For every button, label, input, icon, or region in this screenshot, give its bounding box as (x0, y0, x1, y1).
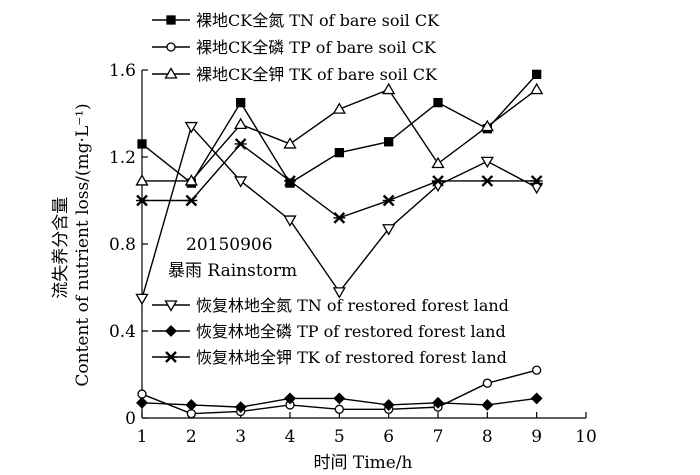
legend-marker-3 (164, 300, 178, 312)
x-tick-label-3: 3 (235, 427, 246, 447)
legend-label-5: 恢复林地全钾 TK of restored forest land (196, 348, 507, 367)
legend-top: 裸地CK全氮 TN of bare soil CK 裸地CK全磷 TP of ba… (152, 11, 440, 84)
x-tick-label-4: 4 (285, 427, 296, 447)
series-0 (137, 69, 542, 188)
point-3-8 (530, 182, 544, 195)
point-2-6 (431, 156, 445, 169)
series-layer (135, 69, 544, 419)
annotation-date: 20150906 (186, 235, 273, 255)
point-3-4 (332, 287, 346, 299)
y-axis-title-en: Content of nutrient loss/(mg·L⁻¹) (73, 103, 93, 386)
point-3-2 (234, 176, 248, 188)
x-tick-label-7: 7 (433, 427, 444, 447)
legend-marker-5 (165, 351, 177, 363)
x-tick-label-10: 10 (575, 427, 597, 447)
point-5-4 (333, 212, 346, 224)
point-2-8 (530, 82, 544, 95)
legend-label-3: 恢复林地全氮 TN of restored forest land (196, 296, 509, 315)
x-tick-label-1: 1 (137, 427, 148, 447)
legend-label-2: 裸地CK全钾 TK of bare soil CK (196, 65, 438, 84)
legend-bottom: 恢复林地全氮 TN of restored forest land 恢复林地全磷 … (152, 296, 509, 367)
point-4-8 (530, 392, 543, 405)
series-4 (136, 392, 543, 414)
point-0-6 (433, 97, 443, 108)
point-5-6 (432, 175, 444, 187)
legend-marker-0 (166, 15, 176, 25)
x-tick-label-8: 8 (482, 427, 493, 447)
legend-item-2: 裸地CK全钾 TK of bare soil CK (152, 65, 438, 84)
legend-item-5: 恢复林地全钾 TK of restored forest land (152, 348, 507, 367)
legend-marker-2 (164, 67, 178, 79)
point-3-1 (184, 121, 198, 134)
point-2-5 (382, 82, 396, 95)
annotation-event: 暴雨 Rainstorm (168, 261, 297, 281)
y-tick-label-1.2: 1.2 (109, 148, 136, 168)
point-0-5 (384, 137, 394, 147)
point-4-7 (481, 399, 494, 411)
y-tick-label-0.8: 0.8 (109, 235, 136, 255)
legend-label-4: 恢复林地全磷 TP of restored forest land (196, 322, 506, 341)
series-2 (135, 82, 544, 186)
legend-item-4: 恢复林地全磷 TP of restored forest land (152, 322, 506, 341)
series-1 (137, 365, 542, 419)
point-5-0 (136, 194, 148, 207)
point-0-0 (137, 139, 147, 149)
point-4-1 (185, 399, 198, 411)
x-axis-title: 时间 Time/h (313, 453, 412, 473)
legend-item-1: 裸地CK全磷 TP of bare soil CK (152, 38, 437, 57)
point-2-7 (480, 119, 494, 132)
point-4-2 (234, 401, 247, 414)
y-tick-label-0: 0 (125, 409, 136, 429)
point-3-3 (283, 215, 297, 227)
y-axis-title-cn: 流失养分含量 (51, 197, 71, 299)
point-4-0 (136, 396, 148, 409)
legend-label-0: 裸地CK全氮 TN of bare soil CK (196, 11, 440, 30)
point-5-2 (234, 138, 247, 150)
legend-item-3: 恢复林地全氮 TN of restored forest land (152, 296, 509, 315)
point-0-8 (532, 69, 542, 79)
x-tick-label-9: 9 (531, 427, 542, 447)
point-2-4 (332, 102, 346, 114)
legend-marker-1 (166, 42, 176, 52)
point-0-2 (236, 97, 246, 108)
point-3-0 (135, 293, 149, 306)
x-tick-label-6: 6 (383, 427, 394, 447)
point-4-4 (333, 392, 346, 405)
series-5 (136, 138, 543, 224)
legend-marker-4 (165, 325, 177, 337)
y-tick-label-0.4: 0.4 (109, 322, 136, 342)
point-5-3 (284, 175, 296, 187)
legend-item-0: 裸地CK全氮 TN of bare soil CK (152, 11, 440, 30)
point-2-3 (283, 137, 297, 149)
point-3-7 (480, 156, 494, 169)
point-1-4 (334, 404, 344, 414)
point-2-0 (135, 174, 149, 186)
point-5-1 (185, 194, 198, 207)
point-4-5 (382, 399, 395, 411)
axes: 1 2 3 4 5 6 7 8 9 10 0 0.4 0.8 1.2 1.6 (109, 61, 597, 447)
point-5-7 (481, 175, 494, 187)
point-2-2 (234, 117, 248, 130)
legend-label-1: 裸地CK全磷 TP of bare soil CK (196, 38, 437, 57)
y-tick-label-1.6: 1.6 (109, 61, 136, 81)
point-2-1 (184, 174, 198, 186)
x-tick-label-2: 2 (186, 427, 197, 447)
point-4-6 (432, 396, 444, 409)
point-5-5 (382, 194, 395, 207)
y-axis-title: 流失养分含量 Content of nutrient loss/(mg·L⁻¹) (51, 103, 93, 386)
point-3-5 (382, 224, 396, 236)
point-1-7 (482, 378, 492, 388)
point-4-3 (284, 392, 296, 405)
point-1-8 (532, 365, 542, 375)
point-0-4 (334, 147, 344, 158)
point-5-8 (530, 175, 543, 187)
x-tick-label-5: 5 (334, 427, 345, 447)
